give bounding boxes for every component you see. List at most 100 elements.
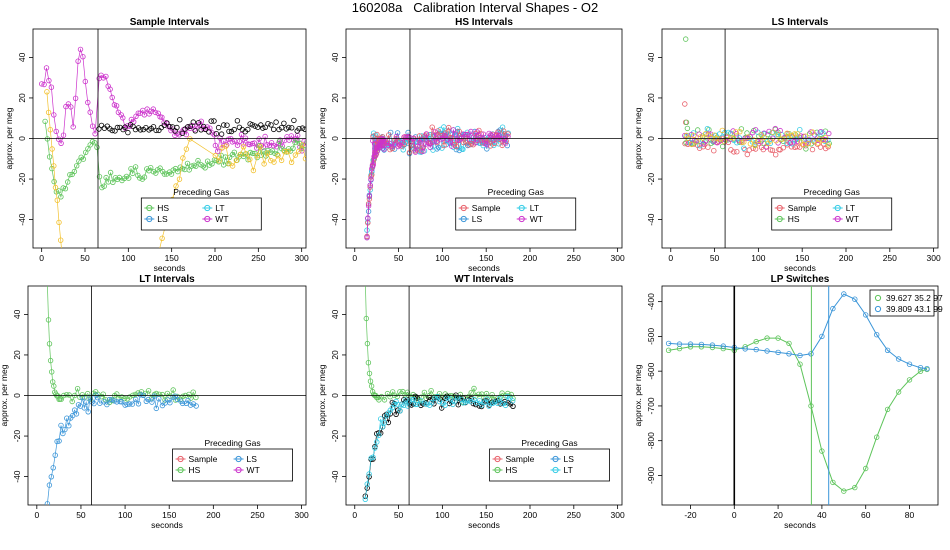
- legend-entry: Sample: [506, 454, 535, 464]
- data-point: [874, 332, 880, 338]
- data-point: [290, 145, 296, 151]
- legend-swatch: [834, 215, 841, 223]
- data-point: [39, 81, 45, 87]
- data-point: [247, 156, 253, 162]
- y-tick-label: 0: [330, 393, 340, 398]
- y-tick-label: -40: [12, 470, 22, 483]
- data-point: [226, 128, 232, 135]
- plot-content: [39, 46, 306, 248]
- data-point: [770, 129, 776, 135]
- legend-swatch: [874, 294, 882, 302]
- data-point: [852, 296, 858, 302]
- data-point: [477, 137, 484, 143]
- data-point: [410, 396, 417, 403]
- data-point: [476, 403, 483, 409]
- data-point: [510, 398, 516, 404]
- data-point: [484, 141, 490, 148]
- data-point: [296, 125, 302, 132]
- data-point: [447, 396, 454, 402]
- plot-frame: [661, 285, 939, 506]
- x-tick-label: 100: [121, 253, 135, 263]
- legend-box: [489, 448, 610, 482]
- data-point: [365, 203, 372, 209]
- legend-entry: WT: [530, 214, 543, 224]
- data-point: [261, 161, 267, 167]
- data-point: [190, 389, 196, 395]
- data-point: [81, 394, 88, 400]
- data-point: [704, 125, 711, 132]
- data-point: [367, 378, 374, 384]
- data-point: [373, 152, 379, 159]
- y-tick-label: -600: [646, 362, 656, 379]
- data-point: [441, 132, 448, 139]
- data-point: [830, 479, 836, 486]
- data-point: [132, 164, 139, 170]
- legend-swatch: [552, 466, 559, 474]
- data-point: [132, 126, 139, 133]
- data-point: [87, 109, 93, 115]
- data-point: [125, 129, 131, 136]
- legend-entry: HS: [157, 203, 169, 213]
- y-axis-label: approx. per meg: [317, 107, 327, 169]
- x-tick-label: 150: [479, 510, 493, 520]
- y-tick-label: -900: [646, 467, 656, 484]
- data-point: [819, 448, 825, 454]
- data-point: [282, 148, 288, 155]
- data-point: [773, 151, 779, 158]
- data-point: [85, 409, 91, 415]
- data-point: [135, 110, 141, 116]
- data-point: [471, 385, 477, 392]
- data-point: [784, 140, 790, 146]
- data-point: [442, 130, 449, 136]
- data-point: [378, 393, 385, 400]
- data-point: [278, 157, 285, 164]
- data-point: [58, 237, 64, 243]
- data-point: [739, 139, 745, 146]
- legend-swatch: [235, 455, 242, 463]
- data-point: [159, 235, 165, 241]
- legend-swatch: [460, 215, 467, 223]
- data-point: [180, 393, 186, 399]
- data-point: [500, 400, 506, 407]
- series-line: [668, 337, 928, 492]
- data-point: [442, 402, 448, 408]
- data-point: [71, 168, 78, 175]
- x-tick-label: 150: [479, 253, 493, 263]
- data-point: [385, 419, 392, 426]
- data-point: [112, 175, 119, 181]
- x-axis-label: seconds: [468, 263, 500, 273]
- legend: Preceding Gas Sample LT HS WT: [771, 187, 893, 231]
- data-point: [761, 134, 767, 141]
- data-point: [264, 141, 270, 148]
- data-point: [256, 142, 262, 149]
- data-point: [151, 393, 157, 399]
- data-point: [460, 139, 467, 146]
- data-point: [400, 147, 406, 153]
- data-point: [797, 352, 803, 359]
- x-tick-label: 300: [611, 253, 625, 263]
- data-point: [750, 129, 756, 136]
- data-point: [750, 137, 757, 143]
- legend-title: Preceding Gas: [521, 438, 577, 448]
- data-point: [132, 391, 138, 398]
- data-point: [64, 179, 71, 185]
- y-tick-label: -20: [330, 173, 340, 186]
- series-line-LS: [47, 394, 197, 504]
- data-point: [825, 142, 831, 148]
- data-point: [223, 143, 229, 149]
- data-point: [424, 401, 430, 407]
- plot-content: [665, 291, 930, 494]
- x-tick-label: 100: [435, 253, 449, 263]
- data-point: [752, 142, 758, 149]
- data-point: [747, 141, 754, 147]
- data-point: [159, 391, 165, 398]
- data-point: [741, 145, 747, 151]
- data-point: [728, 134, 734, 140]
- legend-entry: WT: [215, 214, 228, 224]
- data-point: [121, 395, 128, 402]
- data-point: [271, 142, 277, 149]
- data-point: [421, 400, 427, 406]
- x-tick-label: 150: [162, 510, 176, 520]
- x-tick-label: 50: [394, 253, 404, 263]
